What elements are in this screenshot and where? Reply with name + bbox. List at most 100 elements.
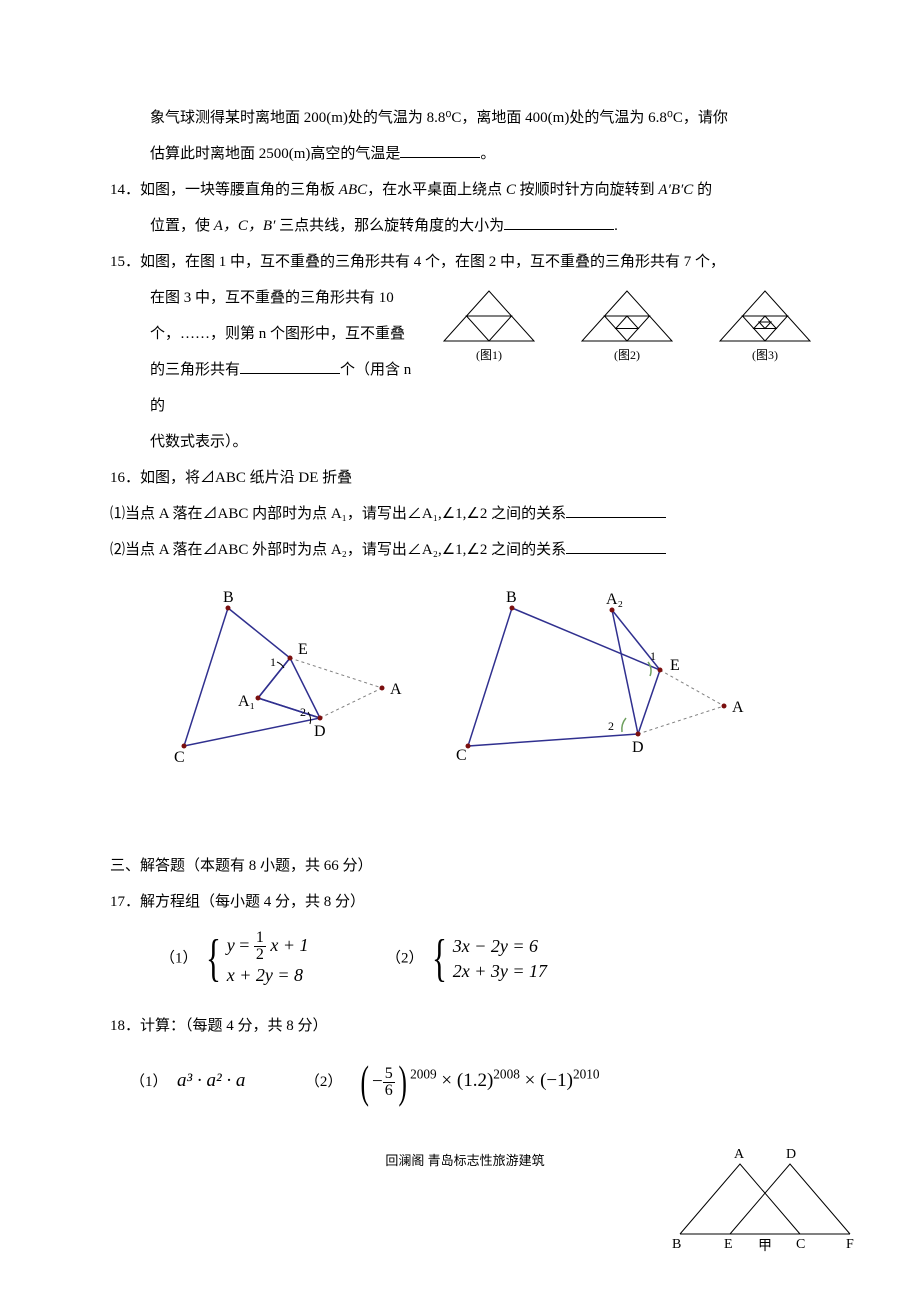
q15-num: 15． xyxy=(110,254,140,270)
q16-blank2 xyxy=(566,538,666,554)
q18-e1: 2009 xyxy=(410,1067,437,1082)
q15-fig2: (图2) xyxy=(572,286,682,362)
q16-p2: ⑵当点 A 落在⊿ABC 外部时为点 A₂，请写出∠A₂,∠1,∠2 之间的关系 xyxy=(110,532,820,568)
q15-l4: 的三角形共有个（用含 n 的 xyxy=(150,352,414,424)
q17-fnum: 1 xyxy=(254,930,266,947)
bt-label: 甲 xyxy=(758,1239,772,1254)
q16-p1: ⑴当点 A 落在⊿ABC 内部时为点 A₁，请写出∠A₁,∠1,∠2 之间的关系 xyxy=(110,496,820,532)
g2-n2: 2 xyxy=(608,719,614,733)
tri-fig3-svg xyxy=(710,286,820,346)
q17-fden: 2 xyxy=(254,947,266,963)
q14-line2: 位置，使 A，C，B′ 三点共线，那么旋转角度的大小为. xyxy=(110,208,820,244)
g2-A2: A₂ xyxy=(606,591,623,608)
sec3-head: 三、解答题（本题有 8 小题，共 66 分） xyxy=(110,848,820,884)
q17-eqs: （1） { y = 12 x + 1 x + 2y = 8 （2） { 3x −… xyxy=(110,930,820,988)
q14-l2b: 三点共线，那么旋转角度的大小为 xyxy=(275,218,504,234)
q14-l2c: . xyxy=(614,218,618,234)
q14-l2a: 位置，使 xyxy=(150,218,214,234)
q18-num: 18． xyxy=(110,1018,140,1034)
q17-e1-op: = xyxy=(235,935,254,955)
q18-fd: 6 xyxy=(383,1083,395,1099)
q18-p1-label: （1） xyxy=(130,1074,168,1090)
q15-row: 在图 3 中，互不重叠的三角形共有 10 个，……，则第 n 个图形中，互不重叠… xyxy=(110,280,820,460)
tri-fig2-svg xyxy=(572,286,682,346)
g1-A1: A₁ xyxy=(238,693,255,710)
g1-A: A xyxy=(390,681,402,698)
q18-fn: 5 xyxy=(383,1066,395,1083)
q13-line2b: 。 xyxy=(480,146,495,162)
q17-num: 17． xyxy=(110,894,140,910)
g2-A: A xyxy=(732,699,744,716)
q15-cap3: (图3) xyxy=(710,348,820,362)
q14-abc: ABC xyxy=(339,182,367,198)
g1-n1: 1 xyxy=(270,655,276,669)
bt-F: F xyxy=(846,1237,854,1252)
q16-fig2-svg: B C A D E A₂ 1 2 xyxy=(450,588,750,768)
q16-head: 16．如图，将⊿ABC 纸片沿 DE 折叠 xyxy=(110,460,820,496)
q17-h: 解方程组（每小题 4 分，共 8 分） xyxy=(140,894,365,910)
q17-p2e1: 3x − 2y = 6 xyxy=(453,936,538,956)
q16-blank1 xyxy=(566,502,666,518)
q17-p1-label: （1） xyxy=(160,951,198,967)
q14-l1b: ，在水平桌面上绕点 xyxy=(367,182,506,198)
bt-E: E xyxy=(724,1237,733,1252)
q16-p1a: ⑴当点 A 落在⊿ABC 内部时为点 A₁，请写出∠A₁,∠1,∠2 之间的关系 xyxy=(110,506,566,522)
q15-cap2: (图2) xyxy=(572,348,682,362)
q18-head: 18．计算：（每题 4 分，共 8 分） xyxy=(110,1008,820,1044)
q14-l1c: 按顺时针方向旋转到 xyxy=(516,182,659,198)
q18-e3: 2010 xyxy=(573,1067,600,1082)
q14-blank xyxy=(504,214,614,230)
q18-m2: × (−1) xyxy=(520,1070,573,1091)
q14-l1d: 的 xyxy=(693,182,712,198)
g1-C: C xyxy=(174,749,185,766)
q13-line2: 估算此时离地面 2500(m)高空的气温是 。 xyxy=(110,136,820,172)
g2-B: B xyxy=(506,589,517,606)
q18-eqs: （1） a³ · a² · a （2） (−56)2009 × (1.2)200… xyxy=(110,1058,820,1105)
exam-page: 象气球测得某时离地面 200(m)处的气温为 8.8⁰C，离地面 400(m)处… xyxy=(0,0,920,1294)
g1-n2: 2 xyxy=(300,705,306,719)
q18-h: 计算：（每题 4 分，共 8 分） xyxy=(140,1018,328,1034)
g1-B: B xyxy=(223,589,234,606)
q15-l2: 在图 3 中，互不重叠的三角形共有 10 xyxy=(150,280,414,316)
g2-E: E xyxy=(670,657,680,674)
q14-c: C xyxy=(506,182,516,198)
q17-e1-rhs: x + 1 xyxy=(270,935,308,955)
q18-m1: × (1.2) xyxy=(437,1070,494,1091)
bt-B: B xyxy=(672,1237,681,1252)
q14-acb: A，C，B′ xyxy=(214,218,276,234)
q15-cap1: (图1) xyxy=(434,348,544,362)
q18-p2-label: （2） xyxy=(305,1074,343,1090)
bottom-tri: A D B E C F 甲 xyxy=(660,1144,860,1254)
q16-fig1-svg: B C A D E A₁ 1 2 xyxy=(150,588,410,768)
bt-D: D xyxy=(786,1147,796,1162)
q15-fig3: (图3) xyxy=(710,286,820,362)
q14-aprime: A′B′C xyxy=(658,182,693,198)
q15-l3: 个，……，则第 n 个图形中，互不重叠 xyxy=(150,316,414,352)
q13-line1: 象气球测得某时离地面 200(m)处的气温为 8.8⁰C，离地面 400(m)处… xyxy=(110,100,820,136)
q16-p2a: ⑵当点 A 落在⊿ABC 外部时为点 A₂，请写出∠A₂,∠1,∠2 之间的关系 xyxy=(110,542,566,558)
bt-A: A xyxy=(734,1147,745,1162)
q17-e1-lhs: y xyxy=(227,935,235,955)
q18-e2: 2008 xyxy=(493,1067,520,1082)
bt-C: C xyxy=(796,1237,805,1252)
q14-line1: 14．如图，一块等腰直角的三角板 ABC，在水平桌面上绕点 C 按顺时针方向旋转… xyxy=(110,172,820,208)
q16-h: 如图，将⊿ABC 纸片沿 DE 折叠 xyxy=(140,470,352,486)
q17-e2: x + 2y = 8 xyxy=(227,965,303,985)
tri-fig1-svg xyxy=(434,286,544,346)
q14-num: 14． xyxy=(110,182,140,198)
q15-l5: 代数式表示）。 xyxy=(150,424,414,460)
q16-figs: B C A D E A₁ 1 2 xyxy=(110,588,820,768)
g1-E: E xyxy=(298,641,308,658)
q13-line2a: 估算此时离地面 2500(m)高空的气温是 xyxy=(150,146,400,162)
g2-n1: 1 xyxy=(650,649,656,663)
q15-l1: 如图，在图 1 中，互不重叠的三角形共有 4 个，在图 2 中，互不重叠的三角形… xyxy=(140,254,725,270)
q17-p2e2: 2x + 3y = 17 xyxy=(453,961,547,981)
q13-blank xyxy=(400,142,480,158)
g1-D: D xyxy=(314,723,326,740)
q15-l4a: 的三角形共有 xyxy=(150,362,240,378)
q16-num: 16． xyxy=(110,470,140,486)
q17-p2-label: （2） xyxy=(386,951,424,967)
g2-C: C xyxy=(456,747,467,764)
g2-D: D xyxy=(632,739,644,756)
q15-line1: 15．如图，在图 1 中，互不重叠的三角形共有 4 个，在图 2 中，互不重叠的… xyxy=(110,244,820,280)
